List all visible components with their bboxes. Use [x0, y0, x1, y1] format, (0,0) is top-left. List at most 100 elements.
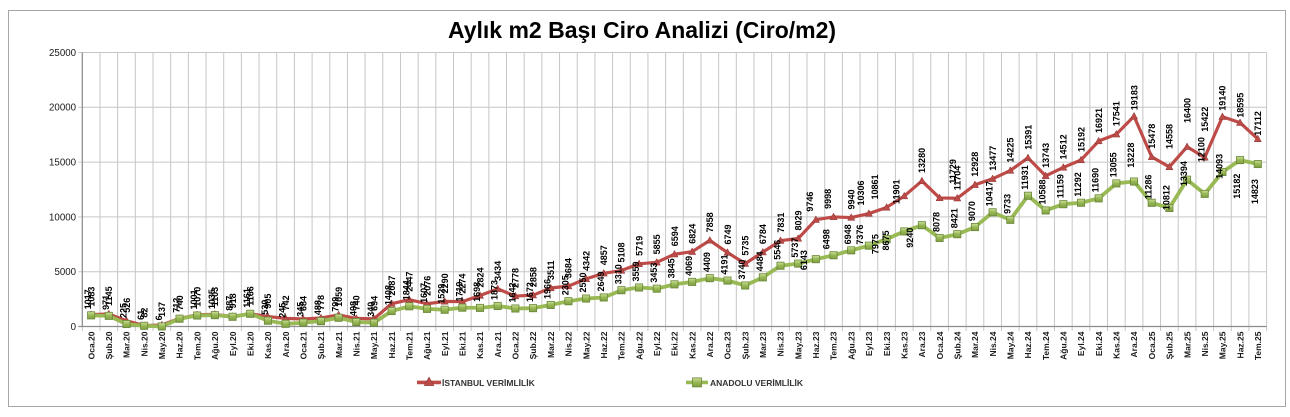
svg-text:17112: 17112 — [1253, 111, 1263, 136]
svg-text:11704: 11704 — [953, 166, 963, 191]
svg-text:740: 740 — [175, 295, 185, 310]
svg-text:712: 712 — [172, 298, 182, 313]
svg-text:1607: 1607 — [419, 283, 429, 303]
svg-text:May.20: May.20 — [157, 331, 167, 359]
svg-text:5737: 5737 — [790, 238, 800, 258]
svg-text:1161: 1161 — [242, 288, 252, 308]
svg-text:4191: 4191 — [719, 255, 729, 275]
svg-text:778: 778 — [316, 295, 326, 310]
svg-text:4484: 4484 — [755, 251, 765, 271]
svg-text:1083: 1083 — [86, 287, 96, 307]
svg-text:9733: 9733 — [1002, 194, 1012, 214]
svg-text:Kas.21: Kas.21 — [475, 331, 485, 359]
svg-text:5546: 5546 — [773, 240, 783, 260]
svg-text:11159: 11159 — [1055, 174, 1065, 198]
svg-text:Ara.24: Ara.24 — [1129, 331, 1139, 357]
svg-text:Oca.22: Oca.22 — [511, 331, 521, 359]
svg-text:408: 408 — [348, 301, 358, 316]
svg-text:7858: 7858 — [705, 212, 715, 232]
svg-text:May.25: May.25 — [1218, 331, 1228, 359]
svg-text:61: 61 — [136, 310, 146, 320]
svg-text:2305: 2305 — [560, 275, 570, 295]
svg-text:7975: 7975 — [871, 234, 881, 254]
svg-text:20000: 20000 — [49, 103, 77, 114]
svg-text:225: 225 — [118, 303, 128, 318]
svg-text:1698: 1698 — [472, 282, 482, 302]
svg-text:13280: 13280 — [917, 148, 927, 173]
svg-text:17541: 17541 — [1112, 101, 1122, 126]
svg-text:Eyl.20: Eyl.20 — [228, 331, 238, 356]
svg-text:345: 345 — [295, 302, 305, 317]
svg-text:1166: 1166 — [246, 286, 256, 306]
svg-text:12100: 12100 — [1197, 137, 1207, 162]
svg-text:1966: 1966 — [543, 279, 553, 299]
svg-text:4409: 4409 — [702, 252, 712, 272]
svg-text:9240: 9240 — [905, 228, 915, 248]
svg-text:Tem.23: Tem.23 — [829, 331, 839, 360]
svg-text:6784: 6784 — [758, 224, 768, 244]
svg-text:13055: 13055 — [1108, 152, 1118, 177]
svg-text:Şub.22: Şub.22 — [528, 331, 538, 359]
svg-text:14225: 14225 — [1006, 138, 1016, 163]
svg-text:488: 488 — [313, 300, 323, 315]
svg-text:Mar.23: Mar.23 — [758, 331, 768, 358]
svg-text:Mar.21: Mar.21 — [334, 331, 344, 358]
svg-text:6749: 6749 — [723, 224, 733, 244]
svg-text:7376: 7376 — [855, 225, 865, 245]
svg-text:2076: 2076 — [422, 276, 432, 296]
svg-text:799: 799 — [331, 297, 341, 312]
svg-text:11292: 11292 — [1073, 172, 1083, 197]
svg-text:Nis.21: Nis.21 — [351, 331, 361, 356]
svg-text:1035: 1035 — [207, 289, 217, 309]
svg-text:1408: 1408 — [384, 285, 394, 305]
svg-text:Eyl.21: Eyl.21 — [440, 331, 450, 356]
svg-text:Ağu.20: Ağu.20 — [210, 331, 220, 360]
svg-text:9746: 9746 — [805, 192, 815, 212]
svg-text:1145: 1145 — [104, 286, 114, 306]
svg-text:Mar.20: Mar.20 — [122, 331, 132, 358]
svg-text:1103: 1103 — [210, 287, 220, 307]
svg-text:82: 82 — [139, 308, 149, 318]
svg-text:3511: 3511 — [546, 260, 556, 280]
svg-text:3845: 3845 — [666, 258, 676, 278]
svg-text:6: 6 — [154, 315, 164, 320]
svg-text:1844: 1844 — [401, 280, 411, 300]
svg-text:5719: 5719 — [634, 236, 644, 256]
svg-text:1873: 1873 — [490, 280, 500, 300]
svg-text:7831: 7831 — [776, 213, 786, 233]
svg-text:Şub.25: Şub.25 — [1165, 331, 1175, 359]
svg-text:10000: 10000 — [49, 212, 77, 223]
svg-text:1642: 1642 — [507, 282, 517, 302]
svg-text:Şub.23: Şub.23 — [740, 331, 750, 359]
svg-text:5855: 5855 — [652, 234, 662, 254]
svg-text:16400: 16400 — [1182, 98, 1192, 123]
svg-text:Tem.21: Tem.21 — [405, 331, 415, 360]
svg-text:12928: 12928 — [970, 152, 980, 177]
svg-text:1672: 1672 — [525, 282, 535, 302]
svg-text:Oca.20: Oca.20 — [86, 331, 96, 359]
svg-text:16921: 16921 — [1094, 108, 1104, 133]
svg-text:1017: 1017 — [83, 289, 93, 309]
svg-text:Eki.20: Eki.20 — [245, 331, 255, 356]
svg-text:Eki.22: Eki.22 — [670, 331, 680, 356]
svg-text:10588: 10588 — [1038, 179, 1048, 204]
svg-text:3740: 3740 — [737, 259, 747, 279]
svg-text:10417: 10417 — [985, 181, 995, 206]
svg-text:137: 137 — [157, 302, 167, 317]
svg-text:Şub.24: Şub.24 — [952, 331, 962, 359]
svg-text:14093: 14093 — [1214, 154, 1224, 179]
svg-text:684: 684 — [299, 296, 309, 311]
svg-text:2274: 2274 — [458, 274, 468, 294]
svg-text:11931: 11931 — [1020, 165, 1030, 190]
svg-text:6948: 6948 — [843, 224, 853, 244]
svg-text:11729: 11729 — [948, 159, 958, 184]
svg-text:0: 0 — [71, 322, 77, 333]
svg-text:2290: 2290 — [440, 273, 450, 293]
svg-text:Nis.22: Nis.22 — [564, 331, 574, 356]
svg-text:1070: 1070 — [192, 287, 202, 307]
svg-text:4857: 4857 — [599, 245, 609, 265]
svg-text:6143: 6143 — [799, 250, 809, 270]
svg-text:Tem.25: Tem.25 — [1253, 331, 1263, 360]
svg-text:3310: 3310 — [613, 264, 623, 284]
svg-text:Nis.20: Nis.20 — [139, 331, 149, 356]
